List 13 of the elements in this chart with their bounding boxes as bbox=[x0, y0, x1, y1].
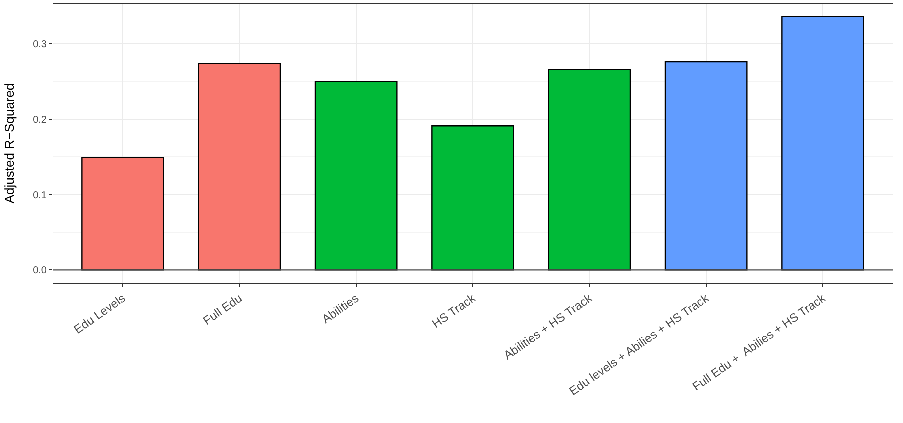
bar bbox=[314, 81, 398, 271]
bar bbox=[664, 61, 748, 271]
y-tick-label: 0.0 bbox=[33, 266, 48, 277]
bar bbox=[548, 69, 632, 271]
bar bbox=[82, 157, 164, 271]
y-tick-label: 0.1 bbox=[33, 190, 48, 202]
bar bbox=[782, 16, 864, 271]
bar bbox=[198, 62, 282, 271]
x-tick-label: Full Edu bbox=[200, 291, 245, 328]
bar bbox=[432, 126, 514, 271]
y-tick-label: 0.2 bbox=[33, 114, 48, 126]
y-tick-label: 0.3 bbox=[33, 39, 48, 50]
y-axis-title: Adjusted R−Squared bbox=[2, 83, 18, 204]
